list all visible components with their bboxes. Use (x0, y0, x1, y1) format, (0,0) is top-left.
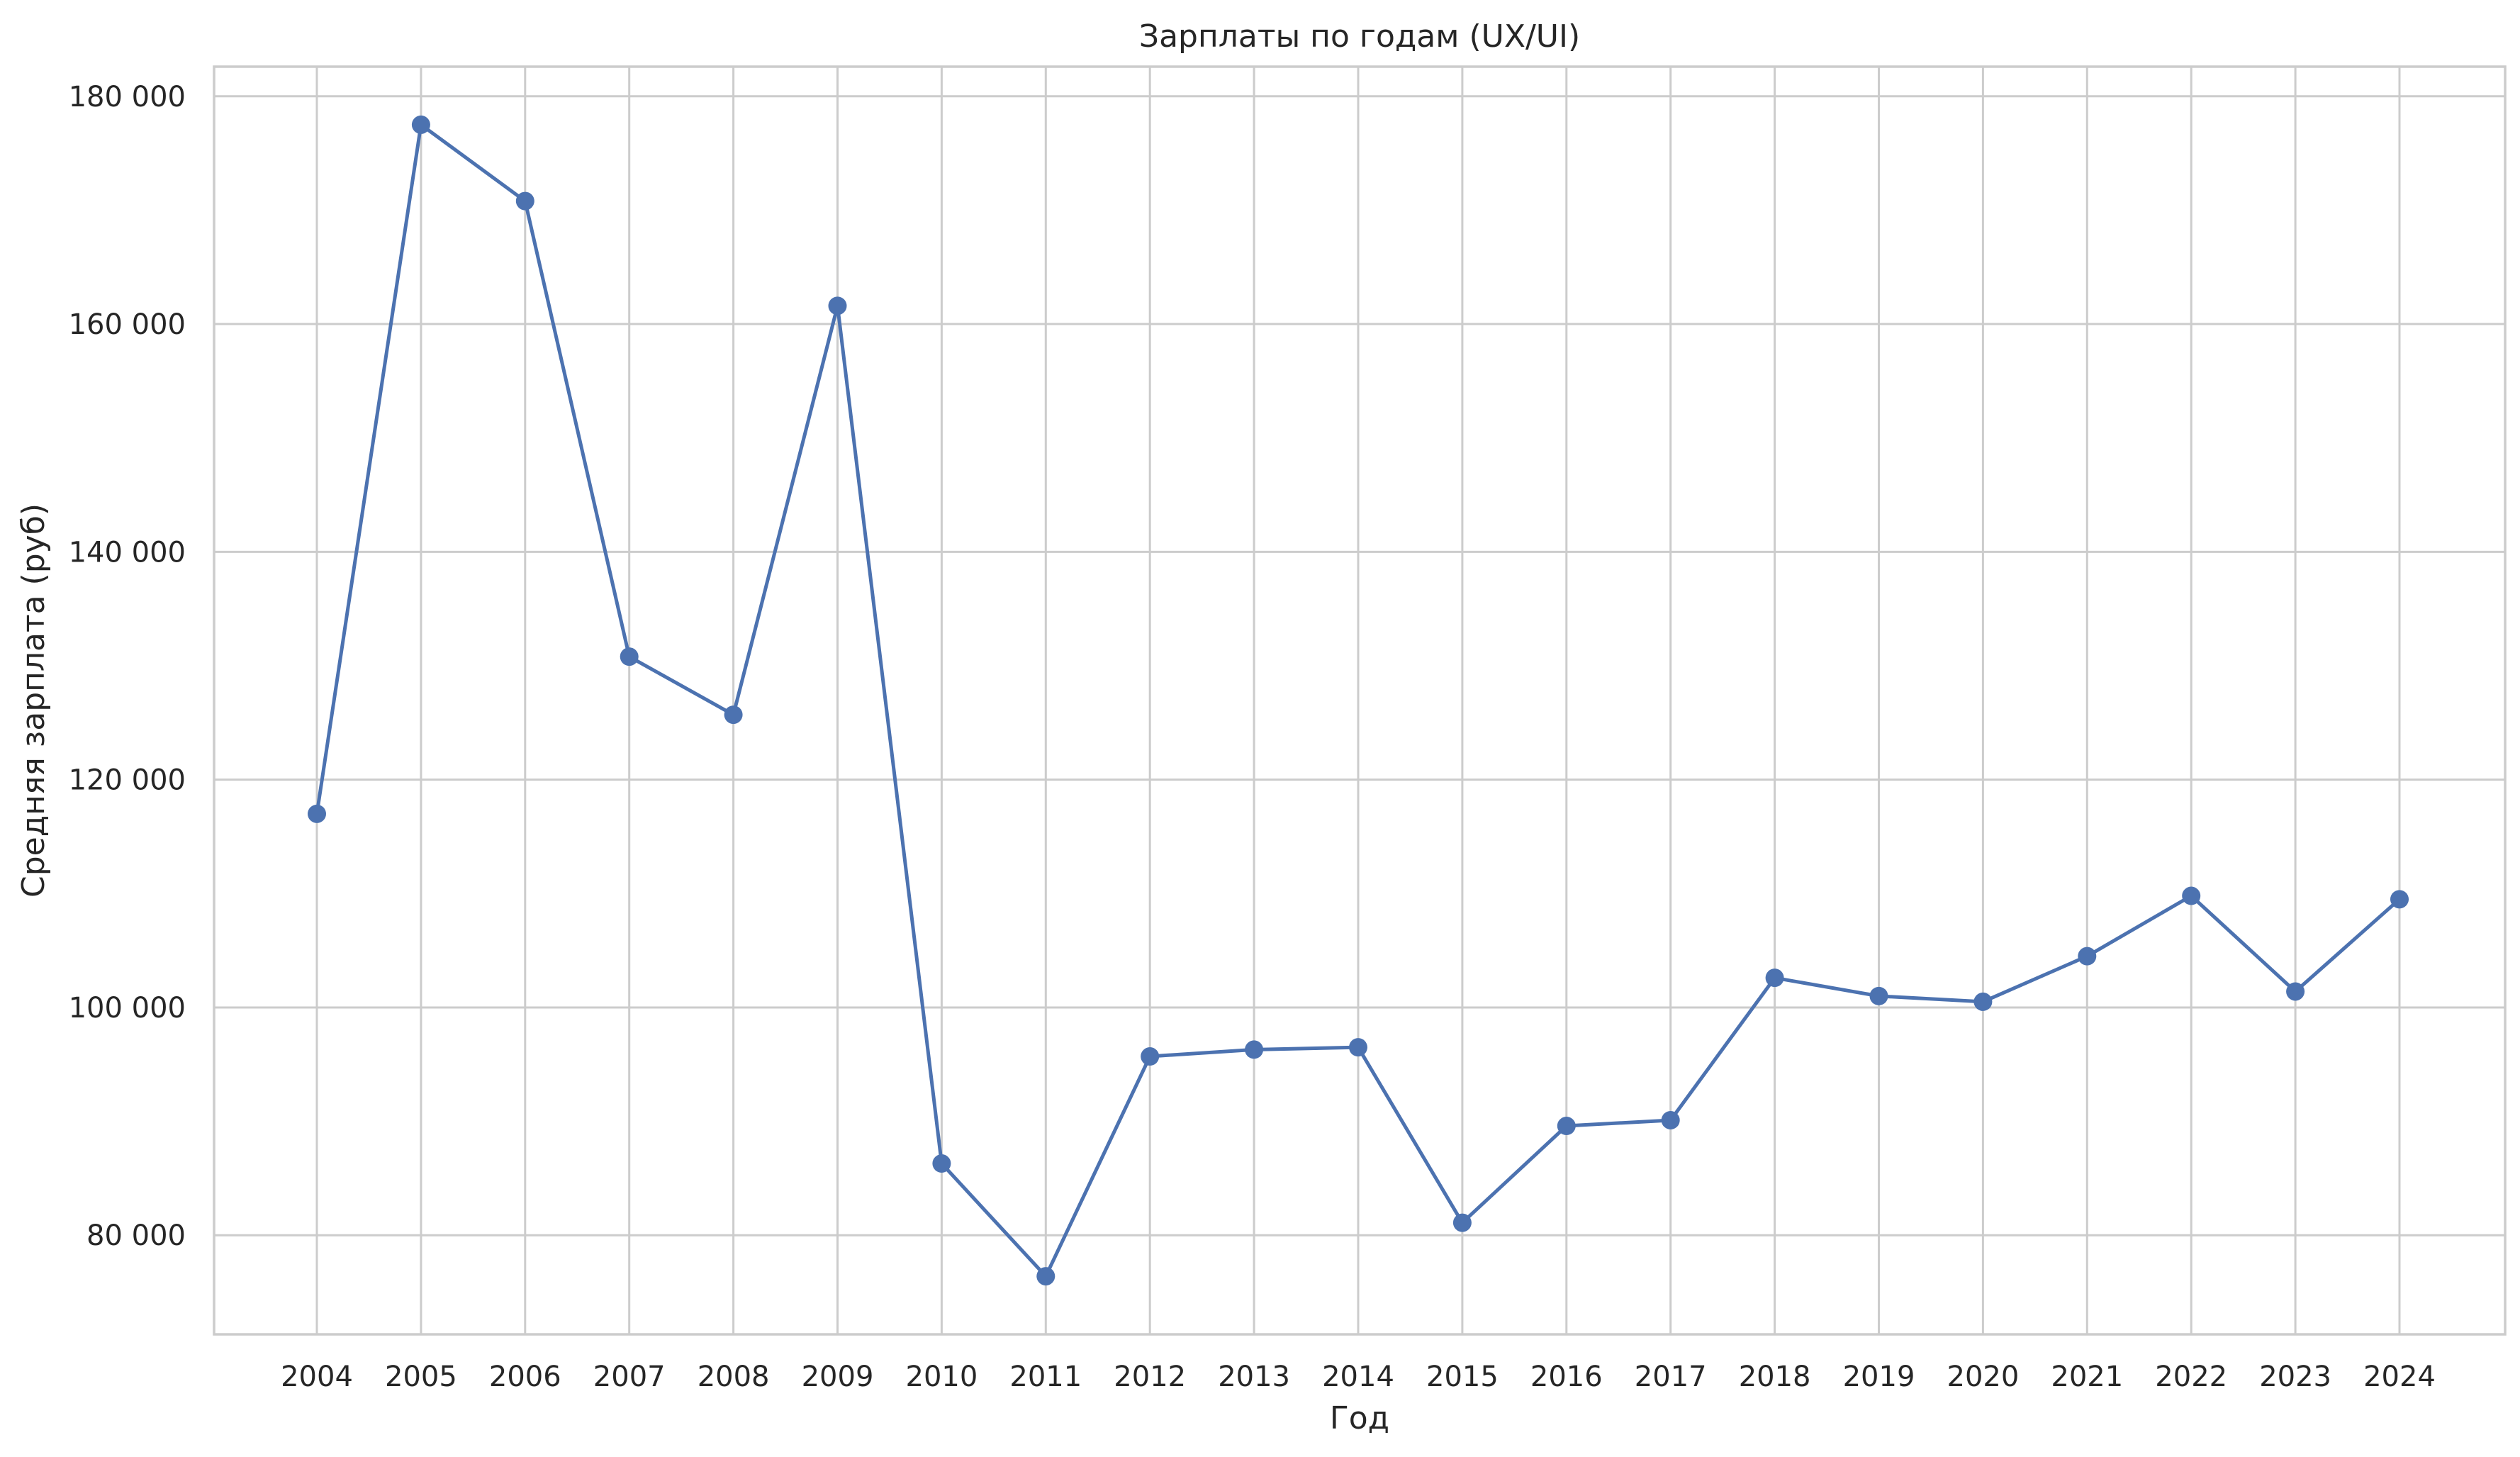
x-tick-label: 2012 (1114, 1361, 1186, 1393)
data-point (1973, 992, 1993, 1011)
y-tick-label: 120 000 (69, 764, 186, 797)
plot-frame (213, 65, 2507, 1336)
data-point (1765, 968, 1784, 988)
y-tick-label: 180 000 (69, 81, 186, 113)
x-tick-label: 2024 (2363, 1361, 2436, 1393)
x-tick-label: 2018 (1739, 1361, 1811, 1393)
x-tick-label: 2019 (1843, 1361, 1915, 1393)
data-point (1557, 1117, 1576, 1136)
x-tick-label: 2013 (1218, 1361, 1290, 1393)
x-tick-label: 2023 (2259, 1361, 2331, 1393)
x-tick-label: 2006 (489, 1361, 561, 1393)
data-point (724, 705, 743, 725)
data-point (2078, 947, 2097, 966)
data-point (2182, 886, 2201, 905)
y-tick-label: 80 000 (86, 1219, 186, 1252)
x-axis-label: Год (1330, 1400, 1389, 1436)
chart-title: Зарплаты по годам (UX/UI) (1139, 18, 1580, 55)
y-axis-label: Средняя зарплата (руб) (16, 503, 52, 898)
grid (214, 67, 2505, 1334)
y-tick-label: 160 000 (69, 308, 186, 341)
x-tick-label: 2021 (2051, 1361, 2123, 1393)
x-tick-label: 2016 (1530, 1361, 1603, 1393)
x-tick-label: 2009 (802, 1361, 874, 1393)
data-point (1661, 1110, 1680, 1129)
data-point (515, 191, 534, 211)
data-point (2390, 890, 2409, 909)
x-tick-label: 2011 (1009, 1361, 1082, 1393)
x-tick-label: 2022 (2155, 1361, 2227, 1393)
data-point (1036, 1267, 1055, 1286)
y-tick-label: 100 000 (69, 992, 186, 1025)
data-point (2286, 982, 2305, 1001)
data-point (1452, 1213, 1472, 1232)
x-tick-label: 2004 (281, 1361, 353, 1393)
x-tick-label: 2010 (906, 1361, 978, 1393)
x-tick-label: 2014 (1322, 1361, 1394, 1393)
data-point (1869, 986, 1888, 1005)
x-tick-label: 2005 (385, 1361, 457, 1393)
data-point (411, 115, 430, 134)
data-point (620, 647, 639, 666)
x-tick-label: 2017 (1635, 1361, 1707, 1393)
x-tick-label: 2015 (1426, 1361, 1499, 1393)
x-tick-label: 2008 (698, 1361, 770, 1393)
x-tick-labels: 2004 2005 2006 2007 2008 2009 2010 2011 2012 2013… (281, 1361, 2436, 1393)
data-point (1245, 1040, 1264, 1059)
data-point (828, 296, 847, 316)
x-tick-label: 2007 (593, 1361, 666, 1393)
data-point (1141, 1047, 1160, 1066)
y-tick-labels: 80 000 100 000 120 000 140 000 160 000 180 00… (69, 81, 186, 1252)
data-point (308, 804, 326, 823)
data-point (1349, 1038, 1367, 1057)
x-tick-label: 2020 (1947, 1361, 2020, 1393)
y-tick-label: 140 000 (69, 536, 186, 569)
series (308, 115, 2409, 1286)
data-point (932, 1154, 951, 1173)
